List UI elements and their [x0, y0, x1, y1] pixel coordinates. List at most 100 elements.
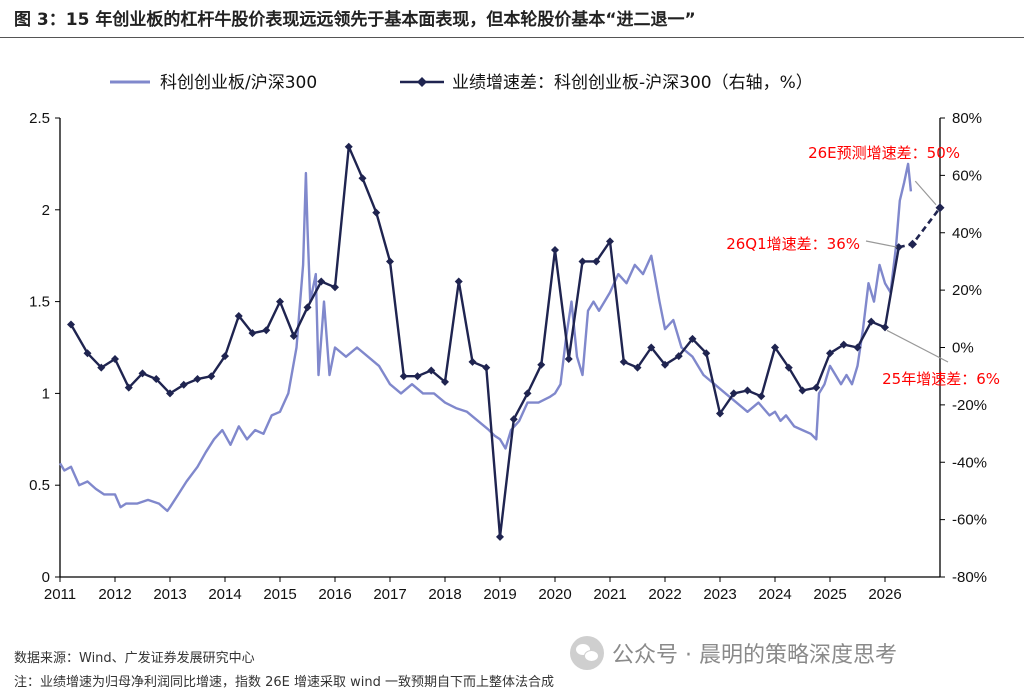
figure-title: 图 3：15 年创业板的杠杆牛股价表现远远领先于基本面表现，但本轮股价基本“进二… [14, 10, 696, 30]
series-growth-marker [619, 357, 628, 366]
series-forecast-marker [935, 203, 945, 213]
series-growth-marker [551, 245, 559, 254]
x-tick-label: 2026 [868, 586, 901, 603]
x-tick-label: 2021 [593, 586, 626, 603]
series-forecast-marker [908, 239, 917, 249]
series-growth-marker [441, 377, 449, 386]
series-growth-marker [289, 332, 298, 341]
series-growth-marker [262, 326, 271, 335]
series-growth-marker [97, 363, 106, 372]
series-growth-marker [784, 363, 793, 372]
series-growth-marker [207, 372, 216, 381]
x-tick-label: 2019 [483, 586, 516, 603]
series-growth-marker [399, 372, 408, 381]
legend-label-ratio: 科创创业板/沪深300 [160, 73, 317, 93]
x-tick-label: 2014 [208, 586, 241, 603]
legend-marker-growth [417, 77, 427, 87]
series-ratio-line [58, 162, 913, 513]
annotation-leader-26e [914, 180, 937, 206]
watermark: 公众号 · 晨明的策略深度思考 [570, 636, 897, 670]
series-growth-marker [509, 415, 518, 424]
right-tick-label: 20% [952, 282, 982, 299]
series-growth-marker [881, 323, 889, 332]
series-growth-marker [592, 257, 601, 266]
left-tick-label: 2.5 [29, 110, 50, 127]
series-growth-marker [757, 392, 766, 401]
series-growth-marker [386, 257, 394, 266]
x-tick-label: 2016 [318, 586, 351, 603]
series-growth-marker [661, 360, 669, 369]
left-tick-label: 0.5 [29, 477, 50, 494]
series-growth-marker [138, 369, 147, 378]
series-growth-marker [688, 334, 697, 343]
left-tick-label: 1 [42, 385, 50, 402]
series-growth-marker [578, 257, 587, 266]
series-growth-marker [317, 277, 326, 286]
series-growth-marker [234, 311, 243, 320]
series-growth-marker [894, 243, 903, 252]
title-rule [0, 37, 1024, 38]
series-growth-marker [867, 317, 876, 326]
series-growth-marker [303, 303, 312, 312]
series-growth-marker [839, 340, 848, 349]
right-tick-label: -80% [952, 569, 987, 586]
right-tick-label: -40% [952, 454, 987, 471]
right-tick-label: -60% [952, 512, 987, 529]
series-growth-marker [358, 174, 367, 183]
series-growth-line [69, 145, 900, 538]
x-tick-label: 2013 [153, 586, 186, 603]
series-growth-marker [647, 343, 656, 352]
series-growth-marker [331, 283, 339, 292]
x-tick-label: 2017 [373, 586, 406, 603]
x-tick-label: 2018 [428, 586, 461, 603]
x-tick-label: 2011 [44, 586, 76, 603]
series-growth-marker [606, 237, 614, 246]
x-tick-label: 2023 [703, 586, 736, 603]
series-growth-marker [372, 208, 381, 217]
left-tick-label: 0 [42, 569, 50, 586]
series-growth-marker [743, 386, 752, 395]
series-growth-marker [221, 352, 229, 361]
series-growth-marker [152, 375, 161, 384]
series-growth-marker [771, 343, 779, 352]
series-growth-marker [523, 389, 532, 398]
series-growth-marker [83, 349, 92, 358]
series-growth-marker [564, 354, 573, 363]
annotation-leader-25 [886, 329, 949, 363]
series-growth-marker [826, 349, 834, 358]
series-growth-marker [179, 380, 188, 389]
annotation-26q1-label: 26Q1增速差：36% [726, 235, 860, 253]
annotation-25-label: 25年增速差：6% [882, 370, 1000, 388]
series-growth-marker [124, 383, 133, 392]
right-tick-label: 80% [952, 110, 982, 127]
series-growth-marker [276, 297, 284, 306]
series-growth-marker [427, 366, 436, 375]
right-tick-label: 0% [952, 340, 974, 357]
series-growth-marker [812, 383, 821, 392]
right-tick-label: 40% [952, 225, 982, 242]
series-growth-marker [496, 532, 504, 541]
series-growth-marker [729, 389, 738, 398]
x-tick-label: 2022 [648, 586, 681, 603]
series-growth-marker [482, 363, 491, 372]
x-tick-label: 2025 [813, 586, 846, 603]
right-tick-label: 60% [952, 167, 982, 184]
series-growth-marker [193, 375, 202, 384]
wechat-icon [570, 636, 604, 670]
series-growth-marker [674, 352, 683, 361]
series-growth-marker [111, 354, 119, 363]
x-tick-label: 2024 [758, 586, 791, 603]
series-growth-marker [248, 329, 257, 338]
left-tick-label: 2 [42, 202, 50, 219]
legend-label-growth: 业绩增速差：科创创业板-沪深300（右轴，%） [452, 73, 813, 93]
series-growth-marker [454, 277, 463, 286]
x-tick-label: 2012 [98, 586, 131, 603]
series-growth-marker [537, 360, 546, 369]
series-growth-marker [67, 320, 75, 329]
series-growth-marker [853, 343, 862, 352]
series-forecast-line [898, 207, 942, 249]
x-tick-label: 2020 [538, 586, 571, 603]
series-growth-marker [413, 372, 422, 381]
series-growth-marker [468, 357, 477, 366]
series-growth-marker [166, 389, 174, 398]
